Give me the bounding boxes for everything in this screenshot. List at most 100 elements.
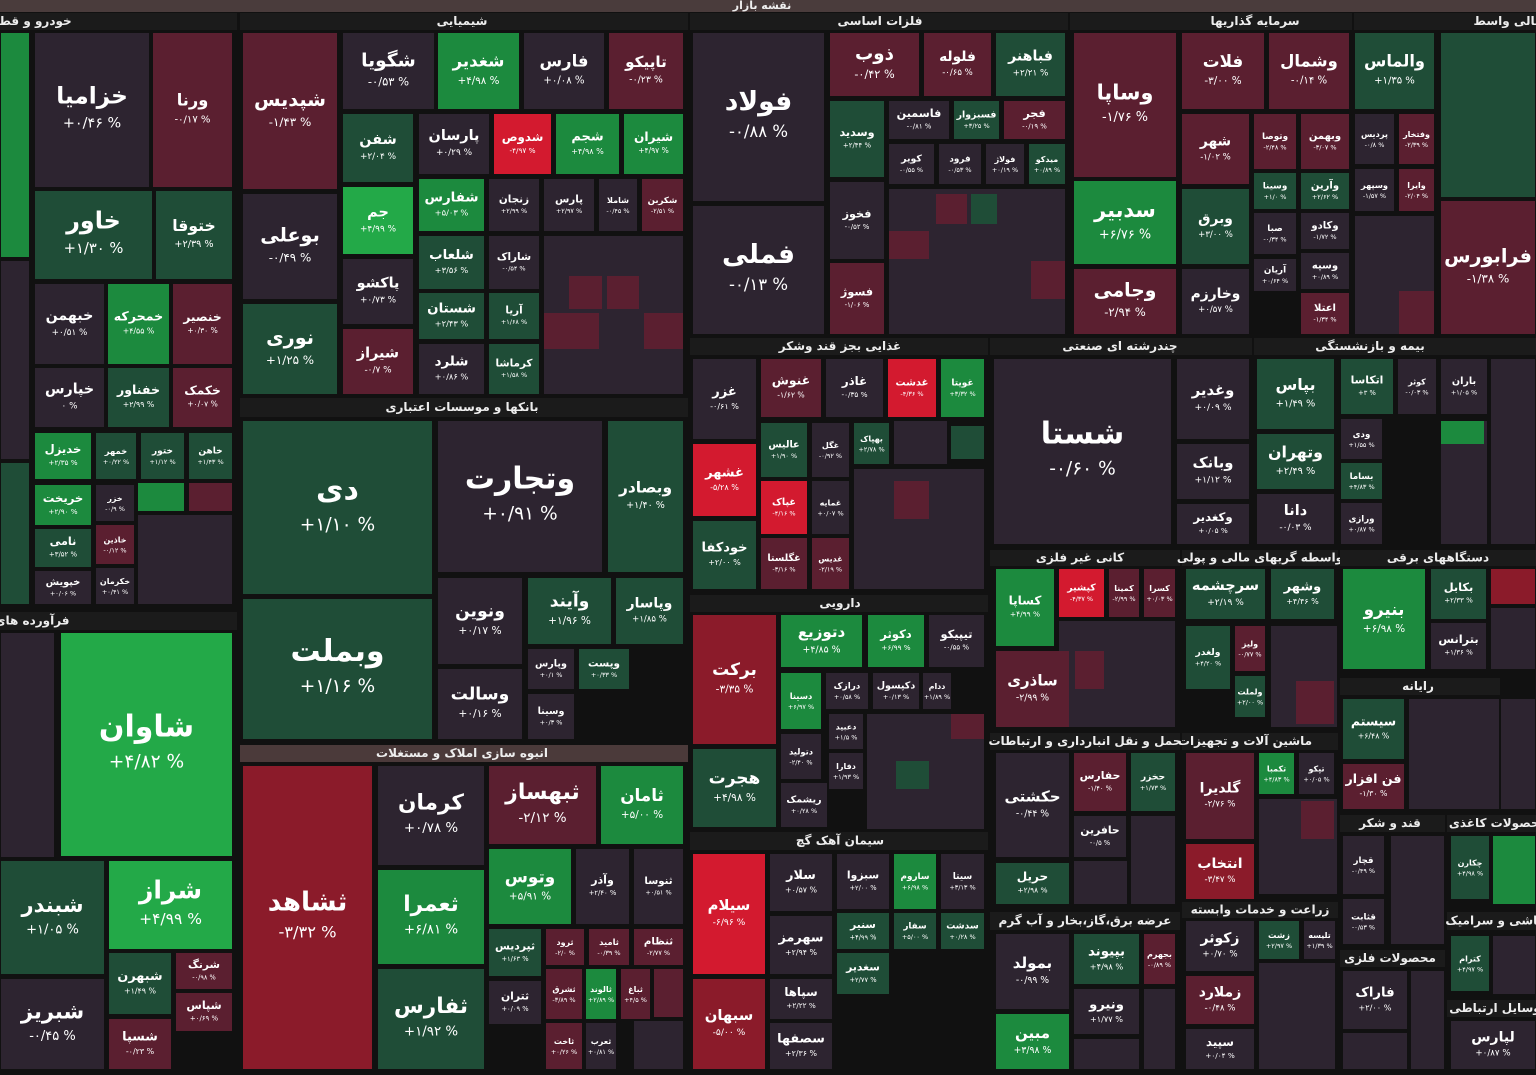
stock-tile	[1235, 626, 1265, 671]
sector-name: سیمان آهک گچ	[796, 833, 884, 848]
stock-tile	[1186, 921, 1254, 971]
stock-tile	[153, 33, 232, 187]
filler-tile	[634, 1021, 683, 1069]
stock-tile	[830, 33, 919, 96]
sector-header-bar	[990, 550, 1180, 566]
stock-change: +۲/۷۷ %	[849, 976, 876, 984]
stock-symbol: دتوزیع	[798, 623, 846, 641]
sector-header-bar	[990, 912, 1180, 930]
filler-tile	[1, 463, 29, 604]
sector-name: واسطه گریهای مالی و پولی	[1177, 551, 1343, 566]
stock-tile	[546, 1023, 582, 1069]
filler-tile	[1491, 359, 1535, 544]
stock-change: +۰/۲۸ %	[791, 807, 817, 815]
sector-name: دستگاههای برقی	[1387, 551, 1489, 565]
stock-symbol: اعتلا	[1314, 303, 1336, 314]
filler-tile	[1259, 963, 1335, 1069]
filler-tile	[1493, 936, 1535, 994]
stock-change: +۱/۴۹ %	[1276, 398, 1316, 409]
stock-symbol: ددام	[929, 682, 946, 691]
filler-tile	[894, 421, 947, 464]
stock-symbol: خپویش	[46, 577, 81, 588]
stock-tile	[781, 783, 827, 827]
stock-tile	[489, 929, 541, 976]
stock-symbol: شجم	[571, 129, 603, 144]
stock-symbol: ثالوند	[590, 985, 612, 994]
filler-tile	[1409, 699, 1499, 809]
stock-tile	[528, 694, 574, 739]
stock-change: +۴/۹۸ %	[1090, 961, 1124, 971]
stock-tile	[996, 863, 1069, 904]
stock-symbol: وبملت	[290, 634, 384, 669]
stock-tile	[438, 33, 519, 109]
stock-symbol: ولیز	[1241, 640, 1258, 649]
stock-change: +۱/۹۶ %	[548, 615, 591, 627]
stock-symbol: وکغدیر	[1192, 510, 1232, 525]
stock-change: -۲/۵۱ %	[651, 207, 674, 215]
stock-symbol: وبرق	[1198, 211, 1233, 227]
sector-name: کاشی و سرامیک	[1445, 914, 1536, 929]
stock-change: -۰/۵۳ %	[948, 166, 971, 174]
stock-symbol: وتجارت	[465, 462, 575, 497]
stock-tile	[1074, 753, 1126, 811]
stock-symbol: ثشرق	[552, 985, 575, 994]
stock-tile	[176, 953, 232, 989]
stock-symbol: ساروم	[901, 872, 930, 882]
stock-tile	[996, 753, 1069, 857]
sector-header-bar	[1340, 678, 1500, 695]
stock-symbol: بساما	[1350, 472, 1374, 482]
stock-symbol: آریان	[1264, 264, 1287, 276]
stock-symbol: لپارس	[1471, 1029, 1515, 1045]
stock-change: -۰/۶۱ %	[710, 402, 739, 411]
stock-symbol: ونوین	[455, 602, 505, 622]
stock-symbol: شکربن	[648, 196, 678, 206]
stock-tile	[616, 578, 683, 644]
stock-tile	[761, 359, 821, 417]
stock-tile	[1301, 213, 1349, 249]
stock-symbol: فاراک	[1355, 986, 1394, 1001]
stock-change: -۲/۱۲ %	[518, 810, 566, 826]
stock-change: -۳/۰۰ %	[1204, 75, 1241, 87]
stock-tile	[419, 236, 484, 289]
stock-change: -۰/۳۴ %	[1263, 236, 1286, 244]
stock-tile	[941, 359, 984, 417]
stock-symbol: کمینا	[1114, 584, 1134, 593]
stock-symbol: وکادو	[1310, 221, 1338, 232]
filler-tile	[1075, 651, 1104, 689]
stock-symbol: اتکاسا	[1351, 374, 1384, 387]
sector-header-bar	[1070, 13, 1352, 30]
stock-change: +۱/۵۵ %	[1348, 441, 1374, 449]
stock-change: +۱/۶۳ %	[501, 955, 528, 963]
stock-tile	[1029, 144, 1065, 184]
stock-tile	[1109, 569, 1139, 617]
stock-change: -۱/۳۴ %	[1313, 316, 1336, 324]
stock-change: -۰/۸۹ %	[1148, 961, 1171, 969]
sector-header-bar	[1447, 1000, 1536, 1017]
filler-tile	[936, 194, 967, 224]
stock-symbol: ثامان	[620, 785, 664, 805]
filler-tile	[971, 194, 997, 224]
stock-change: -۳/۳۵ %	[716, 684, 754, 696]
stock-tile	[929, 615, 984, 667]
stock-symbol: وجامی	[1094, 281, 1157, 302]
sector-name: مالی واسط	[1474, 14, 1536, 29]
stock-change: +۰/۳۳ %	[591, 671, 617, 679]
stock-change: -۳/۱۶ %	[772, 566, 795, 574]
stock-tile	[576, 849, 629, 924]
stock-change: +۴/۹۷ %	[638, 146, 669, 155]
stock-tile	[546, 969, 582, 1019]
stock-tile	[1257, 494, 1334, 544]
filler-tile	[607, 276, 639, 309]
stock-symbol: سیستم	[1351, 714, 1396, 729]
stock-change: +۰/۵۷ %	[1198, 305, 1233, 315]
stock-symbol: فلات	[1203, 51, 1244, 71]
stock-tile	[419, 179, 484, 231]
stock-symbol: شگویا	[361, 49, 416, 71]
stock-tile	[586, 969, 616, 1019]
stock-symbol: کویر	[900, 153, 922, 164]
stock-tile	[243, 766, 372, 1069]
stock-change: +۴/۸۲ %	[109, 752, 184, 773]
stock-change: +۰/۸۹ %	[1312, 273, 1338, 281]
stock-change: +۱/۰ %	[1264, 193, 1287, 201]
stock-symbol: فباهنر	[1007, 49, 1053, 65]
